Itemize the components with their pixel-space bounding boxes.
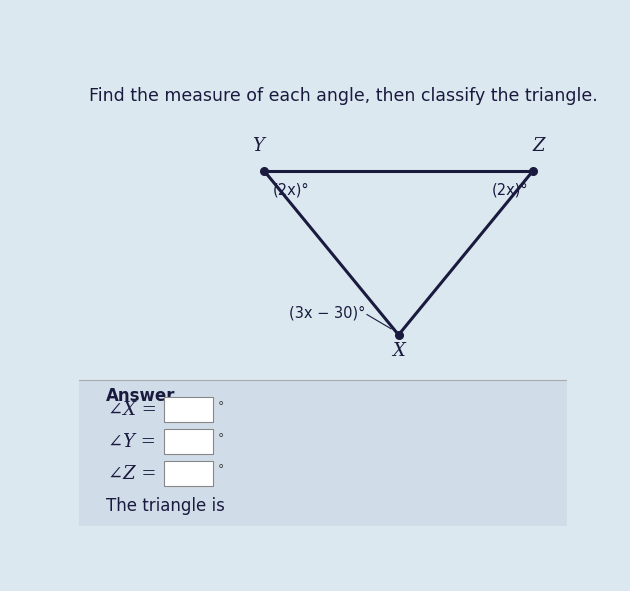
Text: Find the measure of each angle, then classify the triangle.: Find the measure of each angle, then cla… — [88, 87, 597, 105]
Text: X: X — [392, 342, 405, 360]
Text: °: ° — [218, 431, 224, 444]
Text: ∠X =: ∠X = — [108, 401, 157, 419]
Text: Z: Z — [532, 137, 545, 155]
Text: (2x)°: (2x)° — [273, 183, 309, 197]
FancyBboxPatch shape — [164, 429, 213, 454]
Polygon shape — [79, 381, 567, 526]
Text: The triangle is: The triangle is — [106, 496, 224, 515]
Text: Answer: Answer — [106, 387, 175, 405]
FancyBboxPatch shape — [164, 461, 213, 486]
Text: ∠Y =: ∠Y = — [108, 433, 156, 451]
Text: ∠Z =: ∠Z = — [108, 465, 156, 483]
FancyBboxPatch shape — [164, 397, 213, 423]
Text: (2x)°: (2x)° — [491, 183, 528, 197]
Text: °: ° — [218, 463, 224, 476]
Text: °: ° — [218, 400, 224, 413]
Text: Y: Y — [252, 137, 264, 155]
Text: (3x − 30)°: (3x − 30)° — [289, 306, 365, 320]
